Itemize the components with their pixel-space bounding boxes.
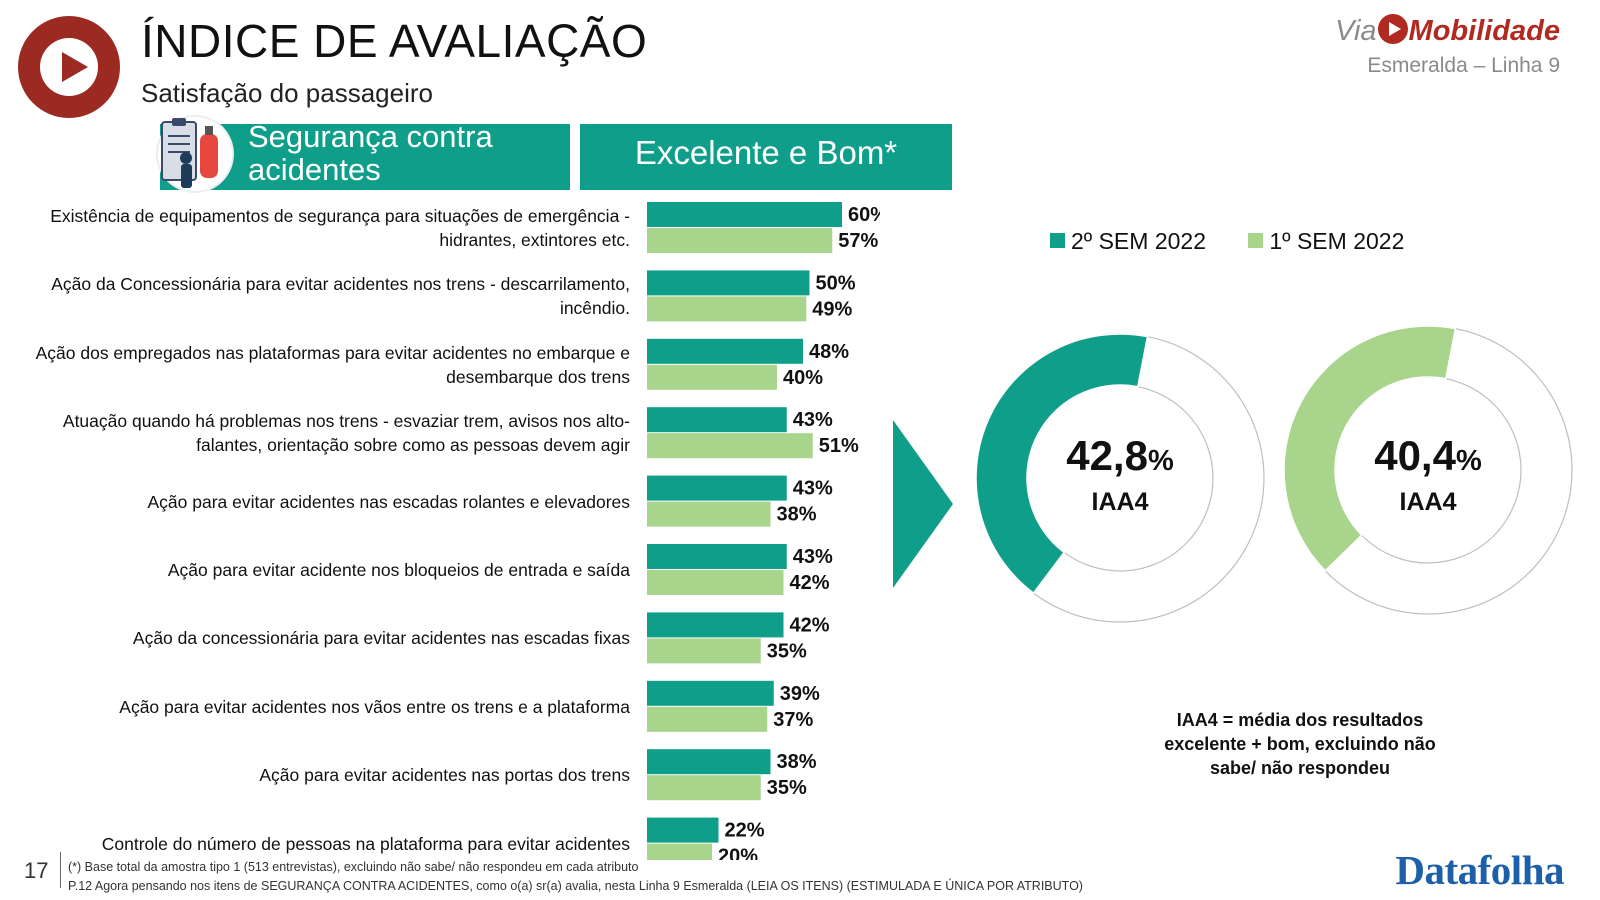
- data-label-1sem-row-10: 20%: [718, 846, 758, 860]
- data-label-2sem-row-7: 42%: [790, 614, 830, 636]
- legend-swatch: [1248, 233, 1264, 248]
- data-label-2sem-row-8: 39%: [780, 683, 820, 705]
- data-label-1sem-row-3: 40%: [783, 367, 823, 389]
- iaa4-note: IAA4 = média dos resultados excelente + …: [1164, 710, 1436, 778]
- donut-1sem-value: 40,4%: [1374, 432, 1482, 479]
- data-label-1sem-row-5: 38%: [777, 504, 817, 526]
- play-logo-icon: [18, 16, 120, 118]
- category-label-row-3: Ação dos empregados nas plataformas para…: [35, 342, 630, 387]
- bar-1sem-row-3: [647, 364, 777, 390]
- legend-item-2sem: 2º SEM 2022: [1050, 228, 1206, 255]
- bar-2sem-row-9: [647, 749, 771, 775]
- category-label: Segurança contra acidentes: [248, 119, 493, 187]
- brand-play-icon: [1377, 14, 1408, 44]
- bar-1sem-row-5: [647, 501, 771, 527]
- bar-2sem-row-10: [647, 817, 719, 843]
- page-number: 17: [24, 858, 49, 883]
- bar-2sem-row-4: [647, 407, 787, 433]
- bar-2sem-row-5: [647, 475, 787, 501]
- data-label-2sem-row-9: 38%: [777, 751, 817, 773]
- category-label-row-4: Atuação quando há problemas nos trens - …: [62, 411, 630, 456]
- footnote-base: (*) Base total da amostra tipo 1 (513 en…: [68, 860, 639, 874]
- data-label-2sem-row-5: 43%: [793, 478, 833, 500]
- data-label-1sem-row-4: 51%: [819, 435, 859, 457]
- bar-2sem-row-1: [647, 202, 842, 227]
- data-label-2sem-row-2: 50%: [816, 272, 856, 294]
- page-subtitle: Satisfação do passageiro: [141, 78, 433, 108]
- donut-2sem-segment: [975, 333, 1149, 595]
- category-label-row-7: Ação da concessionária para evitar acide…: [132, 628, 630, 649]
- data-label-1sem-row-2: 49%: [812, 298, 852, 320]
- bar-chart: 60% 57% 50% 49% 48% 40% 43% 51% 43% 38% 43% 42% 42% 3…: [647, 202, 880, 860]
- donut-1sem-segment: [1283, 325, 1457, 572]
- category-label-row-2: Ação da Concessionária para evitar acide…: [51, 274, 630, 319]
- category-label-row-10: Controle do número de pessoas na platafo…: [101, 833, 630, 854]
- bar-2sem-row-3: [647, 338, 803, 364]
- donut-2sem: [975, 333, 1265, 623]
- donut-2sem-value: 42,8%: [1066, 432, 1174, 479]
- arrow-right-icon: [893, 420, 953, 588]
- data-label-2sem-row-6: 43%: [793, 546, 833, 568]
- data-label-2sem-row-10: 22%: [725, 820, 765, 842]
- bar-1sem-row-7: [647, 638, 761, 664]
- bar-1sem-row-9: [647, 775, 761, 801]
- bar-1sem-row-6: [647, 570, 784, 595]
- bar-1sem-row-2: [647, 296, 807, 322]
- page-title: ÍNDICE DE AVALIAÇÃO: [141, 15, 648, 67]
- datafolha-logo: Datafolha: [1395, 847, 1564, 893]
- brand-via: Via: [1335, 15, 1377, 47]
- brand-mobilidade: Mobilidade: [1408, 15, 1560, 47]
- footnote-question: P.12 Agora pensando nos itens de SEGURAN…: [68, 879, 1083, 893]
- data-label-1sem-row-6: 42%: [790, 572, 830, 594]
- data-label-2sem-row-1: 60%: [848, 204, 880, 226]
- legend-swatch: [1050, 233, 1065, 248]
- bar-2sem-row-6: [647, 544, 787, 569]
- donut-1sem: [1283, 325, 1573, 615]
- data-label-2sem-row-4: 43%: [793, 409, 833, 431]
- bar-2sem-row-7: [647, 612, 784, 638]
- data-label-1sem-row-7: 35%: [767, 640, 807, 662]
- legend-item-1sem: 1º SEM 2022: [1248, 228, 1404, 255]
- bar-1sem-row-1: [647, 228, 833, 253]
- viamobilidade-logo: Via Mobilidade Esmeralda – Linha 9: [1335, 14, 1560, 78]
- data-label-1sem-row-1: 57%: [838, 230, 878, 252]
- bar-1sem-row-8: [647, 706, 768, 732]
- legend: 2º SEM 2022 1º SEM 2022: [1050, 228, 1440, 255]
- page-divider: [60, 852, 61, 888]
- data-label-1sem-row-9: 35%: [767, 777, 807, 799]
- bar-2sem-row-8: [647, 680, 774, 706]
- bar-1sem-row-10: [647, 843, 712, 860]
- category-label-row-8: Ação para evitar acidentes nos vãos entr…: [119, 696, 630, 717]
- category-label-row-5: Ação para evitar acidentes nas escadas r…: [147, 491, 630, 512]
- donut-2sem-label: IAA4: [1091, 488, 1149, 516]
- brand-line: Esmeralda – Linha 9: [1367, 54, 1560, 77]
- bar-1sem-row-4: [647, 433, 813, 459]
- metric-banner: Excelente e Bom*: [580, 124, 952, 190]
- data-label-2sem-row-3: 48%: [809, 341, 849, 363]
- bar-2sem-row-2: [647, 270, 810, 296]
- category-label-row-9: Ação para evitar acidentes nas portas do…: [259, 765, 630, 786]
- category-label-row-1: Existência de equipamentos de segurança …: [50, 206, 630, 250]
- donut-1sem-label: IAA4: [1399, 488, 1457, 516]
- category-label-row-6: Ação para evitar acidente nos bloqueios …: [167, 560, 630, 580]
- clipboard-extinguisher-icon: [156, 115, 234, 193]
- data-label-1sem-row-8: 37%: [773, 709, 813, 731]
